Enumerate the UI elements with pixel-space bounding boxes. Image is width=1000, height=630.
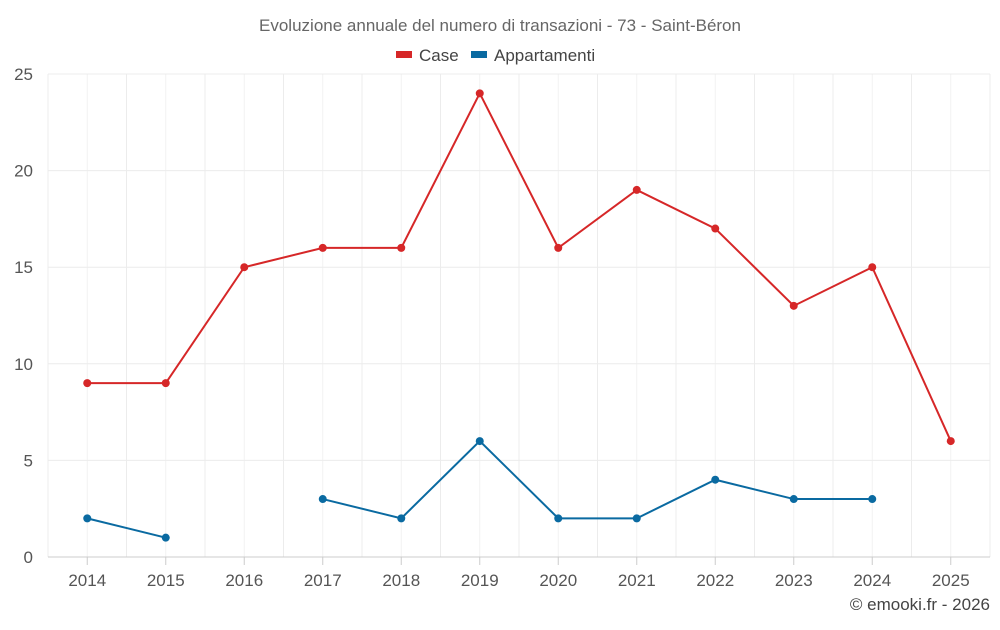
data-point-case-2025 (946, 437, 955, 446)
data-point-case-2015 (161, 379, 170, 388)
y-tick-label: 5 (24, 451, 33, 470)
data-point-appartamenti-2023 (789, 495, 798, 504)
y-tick-label: 0 (24, 548, 33, 567)
data-point-case-2017 (318, 243, 327, 252)
data-point-case-2022 (711, 224, 720, 233)
data-point-case-2018 (397, 243, 406, 252)
x-tick-label: 2016 (225, 571, 263, 590)
data-point-appartamenti-2014 (83, 514, 92, 523)
legend-label-case[interactable]: Case (419, 46, 459, 65)
data-point-case-2014 (83, 379, 92, 388)
x-tick-label: 2021 (618, 571, 656, 590)
legend: Case Appartamenti (396, 46, 595, 65)
data-point-appartamenti-2020 (554, 514, 563, 523)
x-tick-label: 2022 (696, 571, 734, 590)
data-point-case-2024 (868, 263, 877, 272)
data-point-case-2023 (789, 301, 798, 310)
data-point-appartamenti-2015 (161, 533, 170, 542)
data-point-appartamenti-2021 (632, 514, 641, 523)
data-point-case-2016 (240, 263, 249, 272)
data-point-appartamenti-2019 (475, 437, 484, 446)
series-line-case (87, 91, 952, 442)
y-tick-label: 20 (14, 162, 33, 181)
data-point-case-2019 (475, 89, 484, 98)
x-tick-label: 2014 (68, 571, 106, 590)
y-tick-label: 15 (14, 258, 33, 277)
x-tick-label: 2024 (853, 571, 891, 590)
credit[interactable]: © emooki.fr - 2026 (850, 595, 990, 614)
data-point-appartamenti-2018 (397, 514, 406, 523)
series-line-appartamenti (322, 439, 873, 520)
legend-swatch-case (396, 51, 412, 58)
data-point-appartamenti-2024 (868, 495, 877, 504)
y-tick-label: 25 (14, 65, 33, 84)
x-tick-label: 2018 (382, 571, 420, 590)
data-point-case-2021 (632, 185, 641, 194)
series-line-appartamenti (87, 517, 166, 539)
legend-label-appartamenti[interactable]: Appartamenti (494, 46, 595, 65)
x-tick-label: 2015 (147, 571, 185, 590)
data-point-case-2020 (554, 243, 563, 252)
y-tick-label: 10 (14, 355, 33, 374)
chart-title: Evoluzione annuale del numero di transaz… (259, 16, 741, 35)
data-point-appartamenti-2022 (711, 475, 720, 484)
x-tick-label: 2019 (461, 571, 499, 590)
legend-swatch-appartamenti (471, 51, 487, 58)
x-tick-label: 2023 (775, 571, 813, 590)
x-tick-label: 2017 (304, 571, 342, 590)
x-tick-label: 2025 (932, 571, 970, 590)
data-point-appartamenti-2017 (318, 495, 327, 504)
x-tick-label: 2020 (539, 571, 577, 590)
